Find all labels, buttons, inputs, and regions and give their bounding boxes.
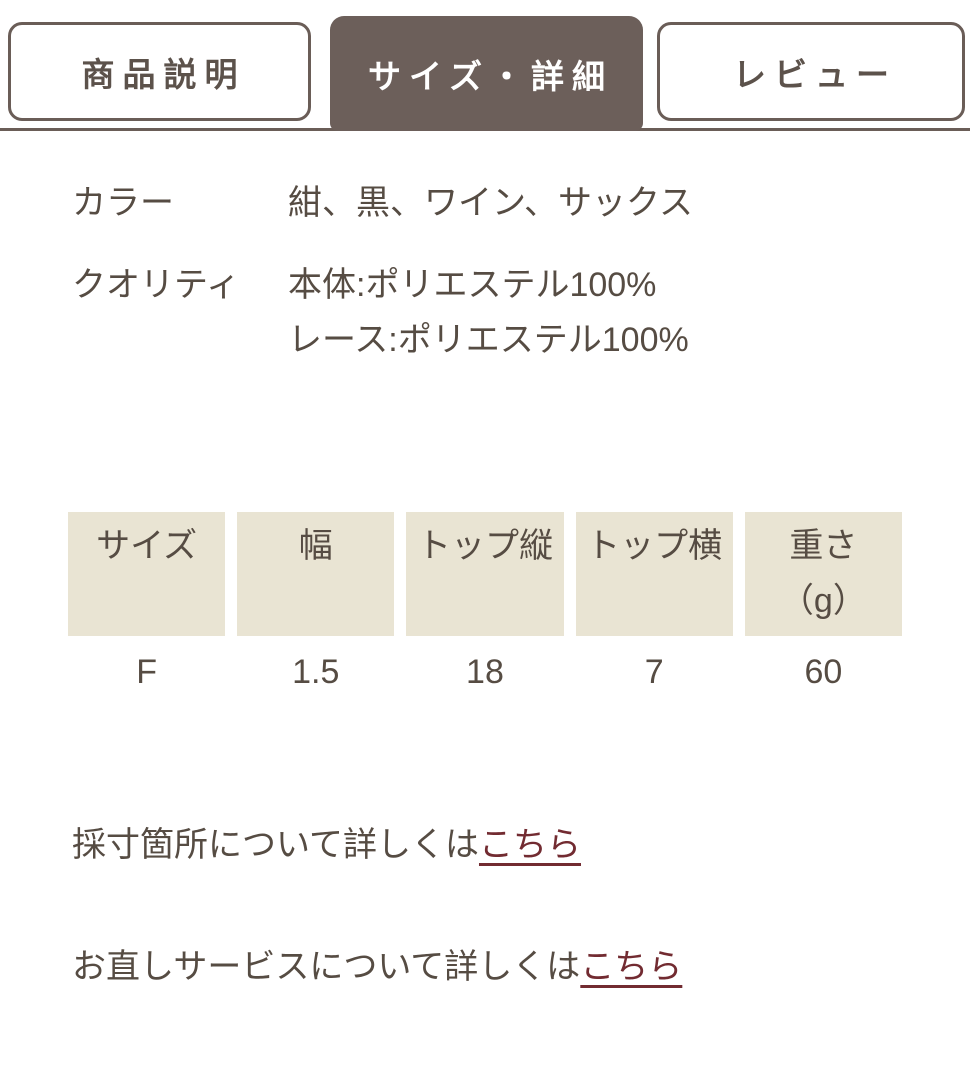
measurement-note: 採寸箇所について詳しくはこちら [72, 824, 970, 866]
col-header-top-length: トップ縦 [406, 512, 564, 636]
tab-reviews[interactable]: レビュー [657, 22, 965, 121]
cell-top-length: 18 [406, 636, 564, 702]
measurement-note-text: 採寸箇所について詳しくは [72, 826, 479, 864]
tab-size-details[interactable]: サイズ・詳細 [330, 16, 643, 131]
cell-width: 1.5 [237, 636, 395, 702]
color-label: カラー [72, 184, 174, 222]
quality-value: 本体:ポリエステル100% レース:ポリエステル100% [288, 258, 689, 368]
tab-bar: 商品説明 サイズ・詳細 レビュー [0, 0, 970, 131]
spec-row-quality: クオリティ 本体:ポリエステル100% レース:ポリエステル100% [72, 258, 970, 368]
size-table-header: サイズ 幅 トップ縦 トップ横 重さ （g） [68, 512, 902, 636]
spec-row-color: カラー 紺、黒、ワイン、サックス [72, 176, 970, 231]
col-header-width: 幅 [237, 512, 395, 636]
size-table-header-row: サイズ 幅 トップ縦 トップ横 重さ （g） [68, 512, 902, 636]
color-value: 紺、黒、ワイン、サックス [288, 184, 693, 222]
alteration-note: お直しサービスについて詳しくはこちら [72, 946, 970, 988]
cell-top-width: 7 [575, 636, 733, 702]
size-table-body: F 1.5 18 7 60 [68, 636, 902, 702]
alteration-note-text: お直しサービスについて詳しくは [72, 948, 581, 986]
alteration-details-link[interactable]: こちら [580, 948, 683, 986]
quality-value-lace: レース:ポリエステル100% [288, 321, 689, 359]
measurement-details-link[interactable]: こちら [478, 826, 581, 864]
size-table-row: F 1.5 18 7 60 [68, 636, 902, 702]
quality-label: クオリティ [72, 266, 240, 304]
tab-product-description[interactable]: 商品説明 [8, 22, 311, 121]
cell-weight: 60 [744, 636, 902, 702]
col-header-size: サイズ [68, 512, 226, 636]
cell-size: F [68, 636, 226, 702]
quality-value-body: 本体:ポリエステル100% [288, 266, 657, 304]
size-details-content: カラー 紺、黒、ワイン、サックス クオリティ 本体:ポリエステル100% レース… [0, 176, 970, 988]
size-table: サイズ 幅 トップ縦 トップ横 重さ （g） F 1.5 18 7 60 [56, 512, 914, 702]
product-detail-panel: 商品説明 サイズ・詳細 レビュー カラー 紺、黒、ワイン、サックス クオリティ … [0, 0, 970, 988]
col-header-weight: 重さ （g） [744, 512, 902, 636]
col-header-top-width: トップ横 [575, 512, 733, 636]
